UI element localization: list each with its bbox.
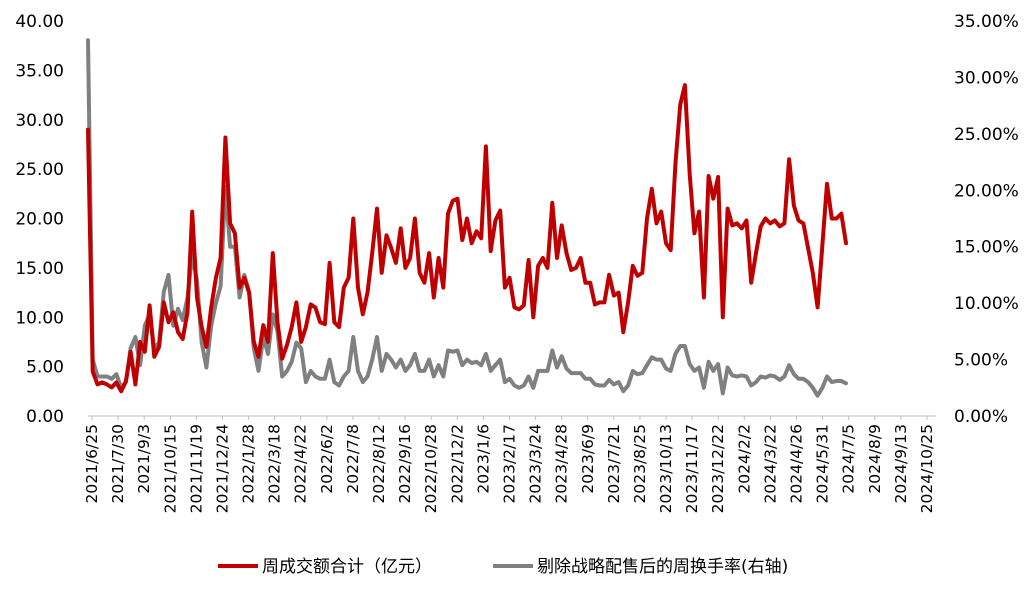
right-axis-tick-label: 0.00% <box>954 407 1008 427</box>
left-axis-tick-label: 30.00 <box>15 111 64 131</box>
x-axis-tick-label: 2022/7/8 <box>344 424 362 494</box>
x-axis-tick-label: 2023/12/22 <box>709 424 727 513</box>
right-axis-tick-label: 20.00% <box>954 181 1019 201</box>
right-axis-tick-label: 25.00% <box>954 125 1019 145</box>
legend-item-amount-label: 周成交额合计（亿元） <box>262 557 432 577</box>
x-axis-tick-label: 2024/10/25 <box>918 424 936 513</box>
x-axis-tick-label: 2023/3/24 <box>527 424 545 503</box>
x-axis-tick-label: 2021/9/3 <box>135 424 153 494</box>
left-axis-tick-label: 10.00 <box>15 308 64 328</box>
left-axis-tick-label: 35.00 <box>15 61 64 81</box>
left-axis-tick-label: 15.00 <box>15 259 64 279</box>
x-axis-tick-label: 2022/3/18 <box>266 424 284 503</box>
right-axis-tick-label: 30.00% <box>954 68 1019 88</box>
x-axis-tick-label: 2021/6/25 <box>83 424 101 503</box>
legend: 周成交额合计（亿元） 剔除战略配售后的周换手率(右轴) <box>218 557 788 577</box>
x-axis-tick-label: 2023/8/25 <box>631 424 649 503</box>
left-axis-tick-label: 20.00 <box>15 210 64 230</box>
x-axis-tick-label: 2021/10/15 <box>161 424 179 513</box>
right-axis-tick-label: 5.00% <box>954 351 1008 371</box>
legend-item-turnover-label: 剔除战略配售后的周换手率(右轴) <box>537 557 788 577</box>
x-axis-tick-label: 2022/12/2 <box>448 424 466 503</box>
x-axis-tick-label: 2023/2/17 <box>500 424 518 503</box>
axes: 0.00 5.00 10.00 15.00 20.00 25.00 30.00 35.00 40… <box>15 12 1019 513</box>
x-axis-tick-label: 2022/1/28 <box>240 424 258 503</box>
left-axis-tick-label: 40.00 <box>15 12 64 32</box>
x-axis-tick-label: 2024/3/22 <box>761 424 779 503</box>
x-axis-tick-label: 2022/4/22 <box>292 424 310 503</box>
x-axis-tick-label: 2023/10/13 <box>657 424 675 513</box>
x-axis-tick-label: 2021/11/19 <box>187 424 205 513</box>
right-axis-tick-label: 35.00% <box>954 12 1019 32</box>
x-axis-tick-label: 2022/6/2 <box>318 424 336 494</box>
x-axis-tick-label: 2021/12/24 <box>213 424 231 513</box>
x-axis-tick-label: 2024/9/13 <box>892 424 910 503</box>
x-axis-tick-label: 2024/4/26 <box>787 424 805 503</box>
x-axis-tick-label: 2022/8/12 <box>370 424 388 503</box>
weekly-turnover-amount-line <box>86 83 848 394</box>
x-axis-tick-label: 2023/1/6 <box>474 424 492 494</box>
x-axis-tick-label: 2022/10/28 <box>422 424 440 513</box>
x-axis-tick-label: 2023/7/21 <box>605 424 623 503</box>
left-axis-tick-label: 5.00 <box>26 358 64 378</box>
x-axis-tick-label: 2021/7/30 <box>109 424 127 503</box>
x-axis-tick-label: 2023/6/9 <box>579 424 597 494</box>
left-axis-tick-label: 25.00 <box>15 160 64 180</box>
x-axis-tick-label: 2024/5/31 <box>814 424 832 503</box>
x-axis-tick-label: 2023/4/28 <box>553 424 571 503</box>
right-axis-tick-label: 10.00% <box>954 294 1019 314</box>
right-axis-tick-label: 15.00% <box>954 238 1019 258</box>
turnover-rate-line <box>86 38 848 398</box>
x-axis-tick-label: 2022/9/16 <box>396 424 414 503</box>
x-axis-tick-label: 2024/8/9 <box>866 424 884 494</box>
series-lines <box>86 38 848 398</box>
x-axis-tick-label: 2023/11/17 <box>683 424 701 513</box>
x-axis-tick-label: 2024/7/5 <box>840 424 858 494</box>
left-axis-tick-label: 0.00 <box>26 407 64 427</box>
x-axis-tick-label: 2024/2/2 <box>735 424 753 494</box>
